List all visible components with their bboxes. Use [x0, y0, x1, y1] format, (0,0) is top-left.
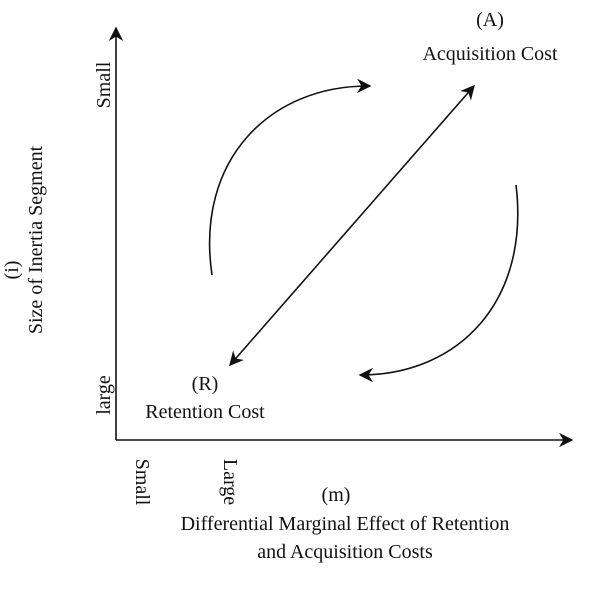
label: (R) — [192, 373, 219, 395]
y-axis-title: Size of Inertia Segment — [25, 145, 47, 334]
x-tick-label: Small — [131, 459, 153, 506]
x-axis-title: Differential Marginal Effect of Retentio… — [181, 513, 510, 535]
y-tick-label: large — [93, 375, 115, 415]
label: Acquisition Cost — [422, 43, 557, 65]
label: Retention Cost — [145, 401, 265, 423]
x-axis-title: and Acquisition Costs — [257, 541, 433, 563]
y-tick-label: Small — [93, 61, 115, 108]
y-axis-symbol: (i) — [1, 261, 23, 280]
curved-arrow-down — [358, 184, 519, 383]
double-arrow — [229, 84, 475, 367]
x-axis-symbol: (m) — [322, 484, 351, 506]
curved-arrow-up — [208, 78, 372, 276]
label: (A) — [476, 9, 504, 31]
x-tick-label: Large — [219, 459, 241, 505]
